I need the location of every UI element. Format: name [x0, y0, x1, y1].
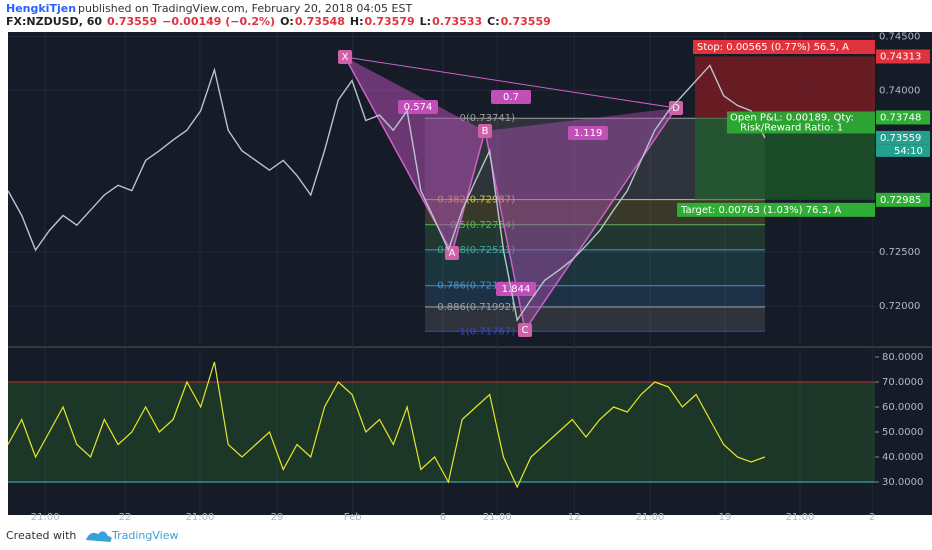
x-tick-label: 29: [271, 512, 284, 523]
rsi-tick-label: 70.0000: [882, 377, 923, 388]
fib-band: [425, 249, 765, 286]
footer-brand: TradingView: [111, 529, 178, 542]
fib-label: 0.886(0.71992): [437, 302, 515, 313]
header-h: 0.73579: [365, 15, 415, 28]
header-h_key: H:: [350, 15, 364, 28]
pnl-label: Open P&L: 0.00189, Qty:: [730, 112, 854, 123]
x-tick-label: Feb: [344, 512, 362, 523]
y-tick-label: 0.74000: [879, 85, 920, 96]
fib-label: 0(0.73741): [459, 113, 515, 124]
header-o: 0.73548: [295, 15, 345, 28]
ratio-box: [496, 282, 536, 296]
price-tag-label: 0.72985: [880, 195, 921, 206]
rsi-band: [8, 382, 875, 482]
header-o_key: O:: [280, 15, 294, 28]
published: published on TradingView.com, February 2…: [78, 2, 412, 15]
x-tick-label: 12: [568, 512, 581, 523]
price-tag: [876, 49, 930, 64]
y-tick-label: 0.72500: [879, 247, 920, 258]
fib-label: 0.5(0.72754): [450, 220, 515, 231]
ratio-label: 1.844: [502, 284, 531, 295]
pattern-point-box: [338, 50, 352, 64]
rr-label: Risk/Reward Ratio: 1: [740, 122, 843, 133]
rsi-tick-label: 30.0000: [882, 477, 923, 488]
ratio-label: 1.119: [574, 128, 603, 139]
x-tick-label: 21:00: [31, 512, 60, 523]
fib-band: [425, 307, 765, 332]
footer-created: Created with: [6, 529, 76, 542]
price-tag-label: 0.73748: [880, 112, 921, 123]
pattern-point: X: [342, 52, 349, 63]
x-tick-label: 6: [440, 512, 446, 523]
y-tick-label: 0.74500: [879, 31, 920, 42]
pattern-bcd: [485, 108, 676, 330]
price-tag-label: 0.74313: [880, 52, 921, 63]
countdown-tag: [876, 144, 930, 157]
pattern-point: D: [672, 103, 680, 114]
pattern-point: C: [522, 325, 529, 336]
ratio-label: 0.7: [503, 92, 519, 103]
x-tick-label: 21:00: [636, 512, 665, 523]
countdown: 54:10: [894, 146, 923, 157]
header-symbol: FX:NZDUSD, 60: [6, 15, 102, 28]
pattern-point-box: [518, 323, 532, 337]
x-tick-label: 22: [119, 512, 132, 523]
rsi-tick-label: 50.0000: [882, 427, 923, 438]
target-box: [677, 202, 875, 217]
ratio-box: [568, 126, 608, 140]
x-tick-label: 19: [719, 512, 732, 523]
pnl-box: [727, 111, 875, 134]
pattern-point: A: [449, 248, 456, 259]
stop-zone: [695, 56, 875, 118]
fib-label: 1(0.71767): [459, 326, 515, 337]
symbol-row: FX:NZDUSD, 60 0.73559 −0.00149 (−0.2%) O: 0.…: [6, 15, 551, 28]
fib-label: 0.382(0.72987): [437, 195, 515, 206]
rsi-tick-label: 60.0000: [882, 402, 923, 413]
rsi-tick-label: 40.0000: [882, 452, 923, 463]
header-last: 0.73559: [107, 15, 157, 28]
pattern-xd: [344, 56, 677, 109]
price-tag: [876, 192, 930, 207]
header-l: 0.73533: [432, 15, 482, 28]
pattern-point-box: [478, 124, 492, 138]
rsi-line: [7, 361, 766, 489]
ratio-box: [491, 90, 531, 104]
logo: [86, 531, 112, 542]
pattern-point-box: [669, 101, 683, 115]
fib-label: 0.618(0.72521): [437, 245, 515, 256]
pattern-point: B: [482, 126, 489, 137]
rsi-tick-label: 80.0000: [882, 352, 923, 363]
price-tag: [876, 110, 930, 125]
stop-label: Stop: 0.00565 (0.77%) 56.5, A: [697, 42, 849, 53]
x-tick-label: 21:00: [483, 512, 512, 523]
fib-label: 0.786(0.72189): [437, 281, 515, 292]
header-c: 0.73559: [501, 15, 551, 28]
author: HengkiTjen: [6, 2, 76, 15]
price-axis: [875, 32, 932, 515]
target-label: Target: 0.00763 (1.03%) 76.3, A: [680, 205, 841, 216]
ratio-label: 0.574: [404, 102, 433, 113]
chart-layer: 0.72000 0.72500 0.74000 0.74500 21:00 22 21:00…: [7, 31, 930, 523]
x-tick-label: 21:00: [786, 512, 815, 523]
header-change: −0.00149 (−0.2%): [162, 15, 275, 28]
price-line: [7, 64, 766, 322]
x-tick-label: 2: [869, 512, 875, 523]
header-l_key: L:: [420, 15, 431, 28]
ratio-box: [398, 100, 438, 114]
header-c_key: C:: [487, 15, 499, 28]
stop-box: [693, 40, 875, 54]
x-tick-label: 21:00: [186, 512, 215, 523]
price-tag: [876, 130, 930, 145]
y-tick-label: 0.72000: [879, 301, 920, 312]
price-tag-label: 0.73559: [880, 133, 921, 144]
fib-band: [425, 224, 765, 250]
